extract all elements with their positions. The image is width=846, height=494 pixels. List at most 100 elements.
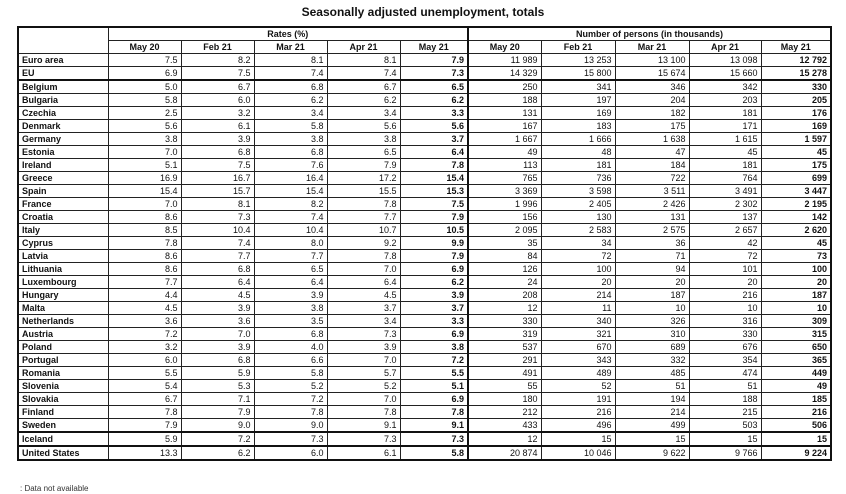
persons-cell: 169 — [540, 106, 616, 120]
row-label: Denmark — [17, 119, 109, 133]
persons-cell: 330 — [467, 314, 542, 328]
rates-column-header: Apr 21 — [326, 40, 401, 54]
rates-cell: 8.1 — [326, 53, 401, 67]
persons-cell: 689 — [614, 340, 690, 354]
persons-cell: 188 — [688, 392, 762, 406]
row-label: Lithuania — [17, 262, 109, 276]
rates-cell: 3.8 — [253, 132, 328, 146]
persons-cell: 20 874 — [467, 445, 542, 461]
table-row: Denmark 5.6 6.1 5.8 5.6 5.6 167 183 175 171 169 — [17, 119, 832, 133]
rates-cell: 4.0 — [253, 340, 328, 354]
persons-cell: 341 — [540, 79, 616, 94]
persons-cell: 1 666 — [540, 132, 616, 146]
rates-cell: 7.2 — [253, 392, 328, 406]
persons-cell: 36 — [614, 236, 690, 250]
rates-cell: 7.5 — [180, 66, 255, 81]
persons-cell: 506 — [760, 418, 832, 433]
rates-cell: 3.9 — [180, 340, 255, 354]
rates-column-header: Mar 21 — [253, 40, 328, 54]
rates-cell: 7.0 — [107, 145, 182, 159]
persons-cell: 49 — [467, 145, 542, 159]
persons-cell: 15 — [688, 431, 762, 447]
rates-cell: 8.6 — [107, 210, 182, 224]
table-row: Luxembourg 7.7 6.4 6.4 6.4 6.2 24 20 20 20 20 — [17, 275, 832, 289]
rates-cell: 10.5 — [399, 223, 469, 237]
persons-cell: 94 — [614, 262, 690, 276]
rates-cell: 7.9 — [399, 210, 469, 224]
row-label: Iceland — [17, 431, 109, 447]
table-row: Germany 3.8 3.9 3.8 3.8 3.7 1 667 1 666 1 638 1 6… — [17, 132, 832, 146]
rates-cell: 6.1 — [180, 119, 255, 133]
persons-cell: 72 — [688, 249, 762, 263]
persons-cell: 181 — [540, 158, 616, 172]
rates-cell: 5.8 — [107, 93, 182, 107]
table-row: Hungary 4.4 4.5 3.9 4.5 3.9 208 214 187 216 187 — [17, 288, 832, 302]
persons-column-header: Mar 21 — [614, 40, 690, 54]
row-label: Finland — [17, 405, 109, 419]
persons-cell: 84 — [467, 249, 542, 263]
rates-cell: 3.8 — [107, 132, 182, 146]
rates-cell: 7.9 — [399, 53, 469, 67]
persons-cell: 433 — [467, 418, 542, 433]
persons-cell: 34 — [540, 236, 616, 250]
rates-cell: 6.7 — [107, 392, 182, 406]
rates-cell: 3.9 — [180, 132, 255, 146]
rates-cell: 7.3 — [399, 431, 469, 447]
rates-cell: 7.7 — [107, 275, 182, 289]
persons-cell: 15 — [760, 431, 832, 447]
persons-cell: 496 — [540, 418, 616, 433]
rates-cell: 3.2 — [107, 340, 182, 354]
row-label: Malta — [17, 301, 109, 315]
rates-cell: 6.0 — [107, 353, 182, 367]
persons-cell: 45 — [760, 145, 832, 159]
persons-cell: 15 660 — [688, 66, 762, 81]
table-row: Cyprus 7.8 7.4 8.0 9.2 9.9 35 34 36 42 45 — [17, 236, 832, 250]
rates-cell: 6.9 — [399, 392, 469, 406]
rates-cell: 7.4 — [253, 66, 328, 81]
persons-cell: 342 — [688, 79, 762, 94]
persons-cell: 12 792 — [760, 53, 832, 67]
persons-cell: 309 — [760, 314, 832, 328]
persons-cell: 171 — [688, 119, 762, 133]
row-label: Romania — [17, 366, 109, 380]
persons-column-header: Apr 21 — [688, 40, 762, 54]
group-header-row: Rates (%) Number of persons (in thousand… — [17, 26, 832, 54]
rates-cell: 3.7 — [326, 301, 401, 315]
rates-cell: 13.3 — [107, 445, 182, 461]
rates-cell: 7.8 — [107, 236, 182, 250]
rates-cell: 7.8 — [399, 158, 469, 172]
rates-cell: 9.1 — [399, 418, 469, 433]
persons-cell: 205 — [760, 93, 832, 107]
rates-cell: 3.2 — [180, 106, 255, 120]
row-label: Sweden — [17, 418, 109, 433]
table-row: Italy 8.5 10.4 10.4 10.7 10.5 2 095 2 583 2 575 2… — [17, 223, 832, 237]
persons-cell: 187 — [614, 288, 690, 302]
rates-cell: 7.0 — [107, 197, 182, 211]
persons-cell: 9 622 — [614, 445, 690, 461]
rates-cell: 10.7 — [326, 223, 401, 237]
rates-cell: 7.5 — [107, 53, 182, 67]
rates-cell: 10.4 — [253, 223, 328, 237]
persons-cell: 24 — [467, 275, 542, 289]
rates-cell: 7.2 — [180, 431, 255, 447]
row-label: EU — [17, 66, 109, 81]
rates-cell: 6.7 — [326, 79, 401, 94]
rates-cell: 7.8 — [326, 249, 401, 263]
persons-cell: 485 — [614, 366, 690, 380]
rates-column-header: May 20 — [107, 40, 182, 54]
row-label: France — [17, 197, 109, 211]
persons-cell: 194 — [614, 392, 690, 406]
row-label: Italy — [17, 223, 109, 237]
rates-cell: 15.3 — [399, 184, 469, 198]
persons-cell: 332 — [614, 353, 690, 367]
rates-cell: 8.5 — [107, 223, 182, 237]
persons-group-header: Number of persons (in thousands) — [467, 26, 832, 41]
persons-cell: 20 — [688, 275, 762, 289]
rates-cell: 7.0 — [180, 327, 255, 341]
rates-cell: 5.1 — [399, 379, 469, 393]
rates-cell: 6.2 — [326, 93, 401, 107]
persons-cell: 197 — [540, 93, 616, 107]
row-label: Austria — [17, 327, 109, 341]
persons-cell: 35 — [467, 236, 542, 250]
persons-cell: 321 — [540, 327, 616, 341]
